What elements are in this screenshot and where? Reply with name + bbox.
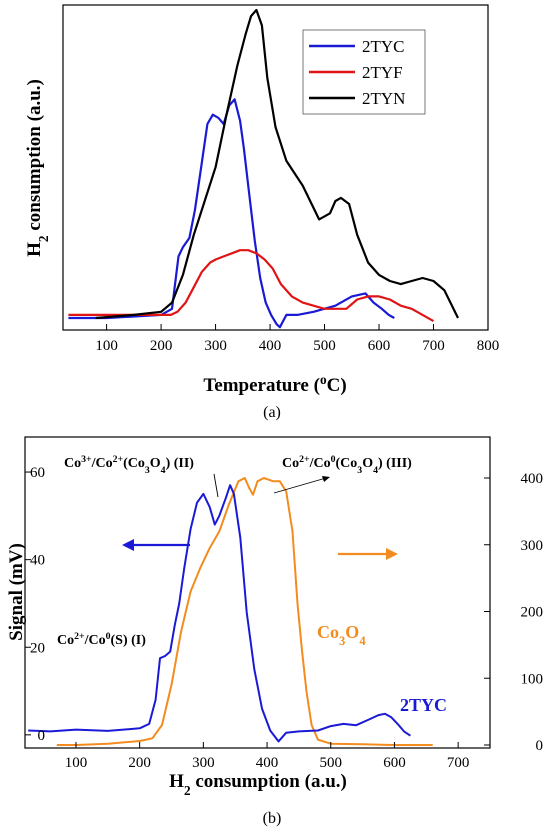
y-tick-label: 40 — [30, 553, 45, 569]
orange-right-arrow — [338, 548, 398, 560]
y2-tick-label: 0 — [536, 738, 544, 754]
plot-b-y2-ticks: 0 100 200 300 400 — [484, 471, 543, 754]
series-line-2tyc — [68, 98, 395, 329]
plot-a-series — [68, 8, 459, 329]
caption-a: (a) — [263, 404, 281, 421]
series-line-2tyn — [95, 8, 459, 320]
plot-a-legend: 2TYC 2TYF 2TYN — [302, 29, 426, 115]
plot-a-x-ticks: 100 200 300 400 500 600 700 800 — [95, 324, 499, 354]
plot-a-y-axis-label: H2 consumption (a.u.) — [24, 79, 51, 257]
legend-label-2tyn: 2TYN — [362, 89, 405, 108]
x-tick-label: 600 — [368, 338, 391, 354]
x-tick-label: 400 — [259, 338, 282, 354]
plot-b-y-axis-label: Signal (mV) — [6, 543, 27, 641]
x-tick-label: 800 — [477, 338, 500, 354]
x-tick-label: 500 — [313, 338, 336, 354]
y2-tick-label: 100 — [521, 671, 544, 687]
plot-b-x-ticks: 100 200 300 400 500 600 700 — [65, 742, 470, 771]
annotation-co3-co2-ii: Co3+/Co2+(Co3O4) (II) — [64, 454, 194, 476]
legend-label-2tyf: 2TYF — [362, 63, 403, 82]
legend-label-2tyc: 2TYC — [362, 37, 405, 56]
series-label-2tyc: 2TYC — [400, 695, 447, 715]
x-tick-label: 300 — [192, 755, 215, 771]
annotation-pointer-iii — [273, 476, 330, 494]
series-line-2tyc — [28, 484, 411, 743]
series-line-co3o4 — [56, 477, 433, 746]
x-tick-label: 200 — [128, 755, 151, 771]
plot-b-x-axis-label: H2 consumption (a.u.) — [169, 771, 347, 798]
x-tick-label: 600 — [383, 755, 406, 771]
plot-a-x-axis-label: Temperature (oC) — [203, 372, 346, 397]
y2-tick-label: 300 — [521, 538, 544, 554]
x-tick-label: 300 — [204, 338, 227, 354]
x-tick-label: 400 — [256, 755, 279, 771]
series-label-co3o4: Co3O4 — [317, 622, 366, 648]
caption-b: (b) — [263, 810, 282, 827]
plot-b-y-ticks: 0 20 40 60 — [25, 465, 45, 744]
y-tick-label: 0 — [38, 728, 46, 744]
plot-b-series — [28, 477, 433, 746]
x-tick-label: 200 — [150, 338, 173, 354]
annotation-co2-co0-iii: Co2+/Co0(Co3O4) (III) — [282, 454, 412, 476]
plot-b-frame — [24, 436, 491, 749]
y2-tick-label: 400 — [521, 471, 544, 487]
y-tick-label: 20 — [30, 640, 45, 656]
blue-left-arrow — [122, 539, 190, 551]
annotation-co2-co0-s-i: Co2+/Co0(S) (I) — [57, 631, 146, 649]
y-tick-label: 60 — [30, 465, 45, 481]
panel-b: 100 200 300 400 500 600 700 0 20 40 60 0 100 200 300… — [6, 436, 543, 827]
annotation-pointer-ii — [213, 473, 219, 498]
x-tick-label: 700 — [422, 338, 445, 354]
y2-tick-label: 200 — [521, 605, 544, 621]
x-tick-label: 100 — [65, 755, 88, 771]
series-line-2tyf — [68, 249, 435, 323]
x-tick-label: 100 — [95, 338, 118, 354]
plot-a-frame — [62, 4, 489, 331]
x-tick-label: 700 — [447, 755, 470, 771]
x-tick-label: 500 — [320, 755, 343, 771]
panel-a: 100 200 300 400 500 600 700 800 2TYC 2TYF 2TYN … — [24, 4, 499, 421]
